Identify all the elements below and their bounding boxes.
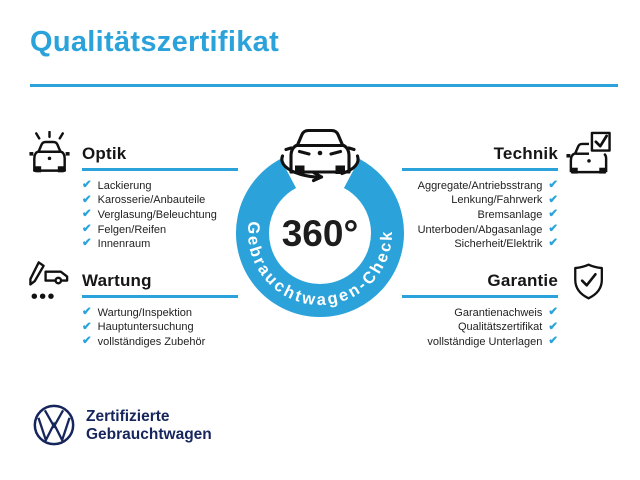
section-title: Technik <box>493 144 558 163</box>
list-item: ✔ vollständiges Zubehör <box>82 335 238 350</box>
check-icon: ✔ <box>82 306 92 319</box>
brand-claim: Zertifizierte Gebrauchtwagen <box>86 408 212 443</box>
section-underline <box>402 295 558 298</box>
brand-claim-line1: Zertifizierte <box>86 408 170 425</box>
car-shine-icon <box>26 130 73 178</box>
check-icon: ✔ <box>548 193 558 206</box>
list-item: ✔ Karosserie/Anbauteile <box>82 193 238 208</box>
list-item: ✔ Wartung/Inspektion <box>82 306 238 321</box>
item-label: Sicherheit/Elektrik <box>454 238 543 251</box>
section-title: Optik <box>82 144 127 163</box>
pencil-car-icon <box>26 258 73 305</box>
list-item: Bremsanlage ✔ <box>402 208 558 223</box>
check-icon: ✔ <box>82 237 92 250</box>
page-title: Qualitätszertifikat <box>30 26 280 58</box>
list-item: Unterboden/Abgasanlage ✔ <box>402 222 558 237</box>
brand-claim-line2: Gebrauchtwagen <box>86 425 212 443</box>
item-label: Garantienachweis <box>454 306 543 319</box>
checklist: Aggregate/Antriebsstrang ✔ Lenkung/Fahrwe… <box>402 179 558 252</box>
section-title: Garantie <box>487 271 558 290</box>
section-garantie: Garantie Garantienachweis ✔ Qualitätszert… <box>402 270 558 349</box>
checklist: ✔ Wartung/Inspektion ✔ Hauptuntersuchung ✔… <box>82 306 238 350</box>
car-checkbox-icon <box>565 131 612 178</box>
list-item: Qualitätszertifikat ✔ <box>402 320 558 335</box>
list-item: ✔ Hauptuntersuchung <box>82 320 238 335</box>
check-icon: ✔ <box>82 179 92 192</box>
item-label: vollständiges Zubehör <box>97 335 206 348</box>
car-rotate-icon <box>280 128 360 183</box>
check-icon: ✔ <box>548 335 558 348</box>
list-item: Lenkung/Fahrwerk ✔ <box>402 193 558 208</box>
check-icon: ✔ <box>82 208 92 221</box>
list-item: vollständige Unterlagen ✔ <box>402 335 558 350</box>
list-item: ✔ Innenraum <box>82 237 238 252</box>
check-icon: ✔ <box>548 222 558 235</box>
item-label: Hauptuntersuchung <box>97 321 194 334</box>
item-label: Lackierung <box>97 179 152 192</box>
check-icon: ✔ <box>548 208 558 221</box>
check-icon: ✔ <box>548 320 558 333</box>
check-icon: ✔ <box>82 193 92 206</box>
item-label: Aggregate/Antriebsstrang <box>417 179 543 192</box>
item-label: Bremsanlage <box>477 208 543 221</box>
item-label: Felgen/Reifen <box>97 223 167 236</box>
check-icon: ✔ <box>548 306 558 319</box>
item-label: Wartung/Inspektion <box>97 306 193 319</box>
list-item: Sicherheit/Elektrik ✔ <box>402 237 558 252</box>
list-item: Garantienachweis ✔ <box>402 306 558 321</box>
section-technik: Technik Aggregate/Antriebsstrang ✔ Lenkun… <box>402 143 558 251</box>
checklist: Garantienachweis ✔ Qualitätszertifikat ✔ v… <box>402 306 558 350</box>
list-item: ✔ Lackierung <box>82 179 238 194</box>
section-title: Wartung <box>82 271 152 290</box>
list-item: ✔ Verglasung/Beleuchtung <box>82 208 238 223</box>
list-item: ✔ Felgen/Reifen <box>82 222 238 237</box>
list-item: Aggregate/Antriebsstrang ✔ <box>402 179 558 194</box>
check-icon: ✔ <box>82 320 92 333</box>
section-underline <box>82 168 238 171</box>
vw-logo <box>31 402 77 448</box>
title-divider <box>30 84 618 87</box>
section-optik: Optik ✔ Lackierung ✔ Karosserie/Anbauteile… <box>82 143 238 251</box>
section-wartung: Wartung ✔ Wartung/Inspektion ✔ Hauptunters… <box>82 270 238 349</box>
check-icon: ✔ <box>82 335 92 348</box>
section-underline <box>402 168 558 171</box>
item-label: Innenraum <box>97 238 151 251</box>
item-label: Unterboden/Abgasanlage <box>417 223 543 236</box>
item-label: Qualitätszertifikat <box>457 321 543 334</box>
checklist: ✔ Lackierung ✔ Karosserie/Anbauteile ✔ Verg… <box>82 179 238 252</box>
item-label: Verglasung/Beleuchtung <box>97 208 217 221</box>
item-label: Lenkung/Fahrwerk <box>451 194 543 207</box>
section-underline <box>82 295 238 298</box>
check-icon: ✔ <box>82 222 92 235</box>
360-check-graphic: Gebrauchtwagen-Check 360° <box>236 128 404 317</box>
item-label: vollständige Unterlagen <box>427 335 543 348</box>
check-icon: ✔ <box>548 179 558 192</box>
item-label: Karosserie/Anbauteile <box>97 194 206 207</box>
shield-check-icon <box>567 261 614 308</box>
degree-label: 360° <box>282 213 359 254</box>
check-icon: ✔ <box>548 237 558 250</box>
check-ring <box>236 158 404 317</box>
